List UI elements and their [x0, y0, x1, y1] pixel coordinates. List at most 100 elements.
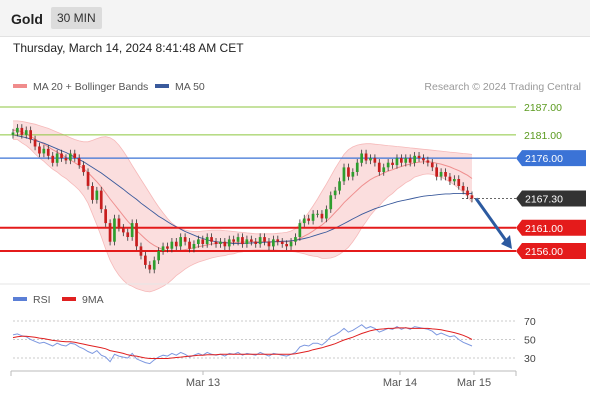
forecast-arrow-shaft: [474, 197, 509, 243]
candle-body: [86, 172, 90, 186]
legend-swatch-9ma: [62, 297, 76, 301]
candle-body: [329, 195, 333, 210]
candle-body: [69, 153, 72, 161]
level-label-1: 2181.00: [524, 130, 562, 142]
candle-body: [307, 218, 310, 221]
candle-body: [16, 127, 19, 133]
copyright-notice: Research © 2024 Trading Central: [424, 81, 581, 93]
main-legend: MA 20 + Bollinger Bands MA 50: [13, 81, 205, 93]
candle-body: [386, 162, 390, 168]
candle-body: [126, 232, 130, 237]
candle-body: [82, 165, 85, 173]
candle-body: [320, 213, 324, 219]
candle-body: [413, 155, 416, 163]
candle-body: [263, 237, 266, 242]
candle-body: [470, 195, 474, 199]
candle-body: [448, 176, 452, 182]
candle-body: [453, 179, 456, 182]
candle-body: [298, 223, 302, 237]
candle-body: [461, 186, 465, 191]
x-tick-label-mar15: Mar 15: [457, 377, 491, 389]
rsi-tick-label-30: 30: [524, 353, 536, 365]
bollinger-upper-line: [13, 120, 473, 235]
header-bar: Gold 30 MIN: [0, 0, 590, 37]
candle-body: [333, 190, 337, 196]
candle-body: [135, 223, 138, 247]
level-label-4: 2161.00: [525, 223, 563, 235]
candle-body: [241, 237, 244, 245]
x-axis: Mar 13 Mar 14 Mar 15: [10, 370, 517, 389]
candle-body: [192, 244, 196, 249]
level-label-5: 2156.00: [525, 246, 563, 258]
rsi-ma9-line: [12, 327, 473, 359]
legend-swatch-rsi: [13, 297, 27, 301]
rsi-tick-label-50: 50: [524, 335, 536, 347]
candle-body: [382, 167, 386, 172]
candle-body: [272, 239, 275, 247]
candle-body: [219, 241, 222, 244]
candle-body: [417, 155, 421, 159]
level-tag-3: [516, 190, 586, 207]
x-tick-label-mar14: Mar 14: [383, 377, 417, 389]
candle-body: [148, 264, 152, 270]
candle-body: [161, 246, 165, 251]
rsi-line: [12, 324, 473, 365]
candle-body: [285, 244, 288, 247]
rsi-plot: 70 50 30: [12, 316, 536, 365]
candle-body: [457, 179, 461, 186]
candle-body: [201, 239, 205, 244]
candle-body: [24, 130, 28, 135]
candle-body: [267, 241, 271, 247]
candle-body: [205, 237, 209, 245]
candle-body: [73, 153, 77, 159]
candle-body: [373, 158, 377, 163]
candle-body: [355, 162, 359, 172]
candle-body: [113, 218, 116, 242]
candle-body: [426, 160, 430, 163]
instrument-title: Gold: [11, 11, 43, 27]
x-tick-label-mar13: Mar 13: [186, 377, 220, 389]
legend-label-ma50: MA 50: [175, 81, 205, 93]
candle-body: [254, 241, 258, 244]
level-label-2: 2176.00: [525, 153, 563, 165]
legend-label-ma20: MA 20 + Bollinger Bands: [33, 81, 148, 93]
candle-body: [280, 241, 284, 244]
level-tag-2: [516, 150, 586, 167]
candle-body: [64, 158, 68, 161]
candle-body: [435, 167, 438, 177]
candle-body: [188, 241, 191, 249]
candle-body: [104, 209, 107, 224]
price-plot: 2187.00 2181.00 2176.00 2167.30 2161.00 2156.…: [0, 102, 586, 293]
level-tag-5: [516, 243, 586, 259]
candle-body: [166, 246, 169, 249]
candle-body: [444, 172, 447, 177]
legend-swatch-ma20: [13, 84, 27, 88]
candle-body: [152, 260, 156, 270]
candle-body: [302, 218, 306, 224]
candle-body: [364, 153, 368, 161]
candle-body: [338, 181, 341, 191]
candle-body: [289, 241, 293, 247]
candle-body: [144, 255, 147, 265]
candle-body: [245, 239, 249, 244]
candle-body: [369, 158, 372, 161]
candle-body: [214, 241, 218, 244]
candle-body: [404, 158, 408, 163]
timeframe-badge[interactable]: 30 MIN: [51, 7, 102, 29]
candle-body: [342, 167, 346, 182]
candle-body: [174, 241, 178, 247]
candle-body: [99, 190, 103, 210]
candle-body: [466, 190, 469, 196]
candle-body: [294, 237, 297, 242]
level-label-0: 2187.00: [524, 102, 562, 114]
candle-body: [325, 209, 328, 219]
candle-body: [20, 127, 24, 135]
candle-body: [430, 162, 434, 168]
bollinger-band-area: [13, 120, 472, 292]
candle-body: [227, 239, 231, 247]
candle-body: [258, 237, 262, 245]
candle-body: [347, 167, 350, 177]
candle-body: [170, 241, 174, 249]
candle-body: [11, 132, 15, 135]
candle-body: [316, 213, 319, 215]
